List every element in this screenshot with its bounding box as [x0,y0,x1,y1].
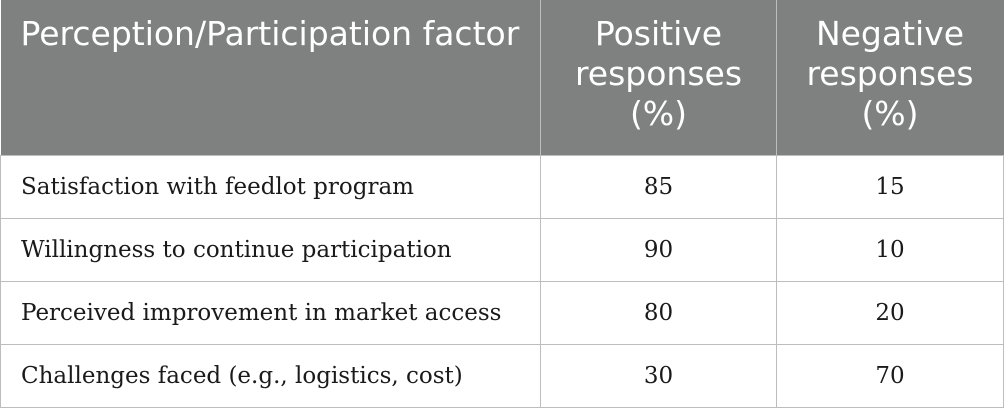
negative-cell: 15 [776,155,1004,219]
negative-cell: 20 [776,281,1004,345]
factor-cell: Perceived improvement in market access [0,281,541,345]
header-negative-responses: Negative responses (%) [776,0,1004,156]
survey-results-table: Perception/Participation factor Positive… [0,0,1004,408]
table-body: Satisfaction with feedlot program 85 15 … [0,155,1004,408]
positive-cell: 85 [540,155,777,219]
table-row: Willingness to continue participation 90… [0,218,1004,282]
factor-cell: Challenges faced (e.g., logistics, cost) [0,344,541,408]
header-row: Perception/Participation factor Positive… [0,0,1004,156]
positive-cell: 30 [540,344,777,408]
table-row: Satisfaction with feedlot program 85 15 [0,155,1004,219]
header-positive-responses: Positive responses (%) [540,0,777,156]
negative-cell: 70 [776,344,1004,408]
header-factor: Perception/Participation factor [0,0,541,156]
factor-cell: Satisfaction with feedlot program [0,155,541,219]
positive-cell: 80 [540,281,777,345]
table-row: Perceived improvement in market access 8… [0,281,1004,345]
table-row: Challenges faced (e.g., logistics, cost)… [0,344,1004,408]
table-header: Perception/Participation factor Positive… [0,0,1004,156]
positive-cell: 90 [540,218,777,282]
negative-cell: 10 [776,218,1004,282]
factor-cell: Willingness to continue participation [0,218,541,282]
